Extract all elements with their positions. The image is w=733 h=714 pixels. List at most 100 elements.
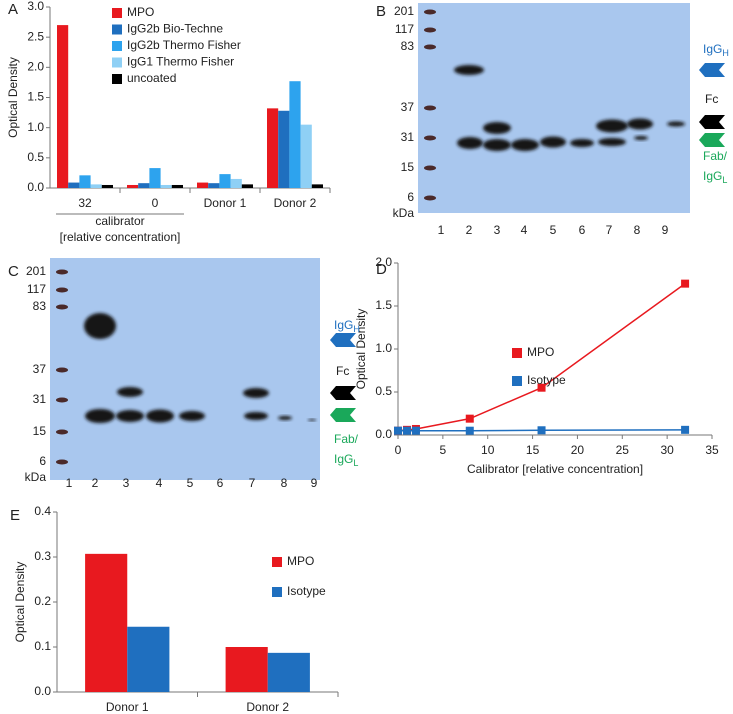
arrow <box>699 115 725 129</box>
marker-label: 15 <box>33 424 47 438</box>
lane-label: 5 <box>187 476 194 490</box>
y-tick-label: 3.0 <box>27 0 44 13</box>
legend-swatch <box>112 8 122 18</box>
bar <box>197 182 209 188</box>
lane-label: 2 <box>92 476 99 490</box>
protein-band <box>244 412 268 420</box>
x-tick-label: Donor 2 <box>246 700 289 714</box>
band-label-sub: H <box>353 324 360 334</box>
legend-label: Isotype <box>527 373 566 387</box>
marker-label: 6 <box>39 454 46 468</box>
bar <box>160 184 172 188</box>
protein-band <box>454 65 484 75</box>
ladder-band <box>424 9 436 15</box>
protein-band <box>540 136 566 148</box>
bar <box>300 124 312 188</box>
point <box>402 426 411 435</box>
legend-label: uncoated <box>127 71 176 85</box>
point <box>394 426 402 435</box>
legend-swatch <box>112 74 122 84</box>
bar <box>90 184 102 188</box>
x-tick-label: 20 <box>571 443 585 457</box>
unit-label: kDa <box>393 206 415 220</box>
legend-label: MPO <box>527 345 554 359</box>
legend-swatch <box>112 41 122 51</box>
ladder-band <box>424 44 436 50</box>
bar <box>241 184 253 188</box>
x-tick-label: Donor 1 <box>204 196 247 210</box>
bar <box>225 647 268 692</box>
x-tick-label: Donor 2 <box>274 196 317 210</box>
lane-label: 8 <box>634 223 641 237</box>
band-label: IgGL <box>703 169 727 185</box>
protein-band <box>596 119 628 133</box>
lane-label: 1 <box>66 476 73 490</box>
point <box>537 383 546 392</box>
lane-label: 4 <box>156 476 163 490</box>
panel-label: B <box>376 3 386 20</box>
protein-band <box>308 419 316 421</box>
lane-label: 8 <box>281 476 288 490</box>
x-axis-label: Calibrator [relative concentration] <box>467 462 643 476</box>
x-tick-label: 0 <box>395 443 402 457</box>
y-tick-label: 1.0 <box>375 341 392 355</box>
y-tick-label: 1.5 <box>27 90 44 104</box>
marker-label: 117 <box>27 282 46 296</box>
lane-label: 7 <box>249 476 256 490</box>
marker-label: 37 <box>33 362 47 376</box>
bar <box>79 175 91 188</box>
ladder-band <box>56 459 68 465</box>
marker-label: 31 <box>401 130 415 144</box>
protein-band <box>117 387 143 397</box>
bar <box>289 81 301 188</box>
y-axis-label: Optical Density <box>6 57 20 138</box>
legend-label: IgG2b Bio-Techne <box>127 22 223 36</box>
protein-band <box>667 121 685 127</box>
arrow <box>330 408 356 422</box>
band-label: Fc <box>705 92 718 106</box>
x-tick-label: 32 <box>78 196 92 210</box>
y-tick-label: 0.0 <box>34 684 51 698</box>
protein-band <box>627 118 653 130</box>
marker-label: 201 <box>394 4 414 18</box>
legend-label: IgG1 Thermo Fisher <box>127 55 234 69</box>
unit-label: kDa <box>25 470 47 484</box>
protein-band <box>598 138 626 146</box>
protein-band <box>85 409 115 423</box>
y-tick-label: 0.0 <box>375 427 392 441</box>
point <box>681 425 690 434</box>
bar <box>311 184 323 188</box>
bar <box>267 108 279 188</box>
band-label-text: IgG <box>703 169 722 183</box>
panel-label: A <box>8 1 18 18</box>
band-label-text: IgG <box>334 318 353 332</box>
point <box>465 426 474 435</box>
y-tick-label: 1.0 <box>27 120 44 134</box>
protein-band <box>278 416 292 420</box>
protein-band <box>116 410 144 422</box>
bar <box>127 626 170 692</box>
bar <box>127 184 139 188</box>
bar <box>230 178 242 188</box>
panel-label: C <box>8 263 19 280</box>
lane-label: 9 <box>311 476 318 490</box>
lane-label: 5 <box>550 223 557 237</box>
y-axis-label: Optical Density <box>354 309 368 390</box>
marker-label: 15 <box>401 160 415 174</box>
ladder-band <box>56 397 68 403</box>
y-tick-label: 0.2 <box>34 594 51 608</box>
lane-label: 6 <box>217 476 224 490</box>
band-label-text: IgG <box>334 452 353 466</box>
bar <box>57 25 69 188</box>
y-tick-label: 2.5 <box>27 29 44 43</box>
bar <box>68 182 80 188</box>
marker-label: 201 <box>26 264 46 278</box>
group-label: calibrator <box>95 214 144 228</box>
lane-label: 1 <box>438 223 445 237</box>
x-tick-label: 15 <box>526 443 540 457</box>
lane-label: 4 <box>521 223 528 237</box>
panel-label: E <box>10 507 20 524</box>
bar <box>138 183 150 188</box>
blot-membrane <box>50 258 320 480</box>
y-tick-label: 1.5 <box>375 298 392 312</box>
